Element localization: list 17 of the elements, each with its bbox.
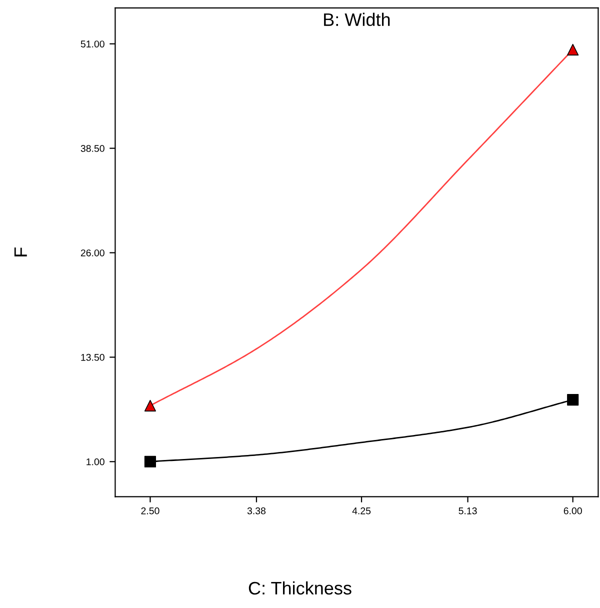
x-axis-title: C: Thickness [248,581,352,595]
y-axis-title: F [14,248,27,256]
y-tick-label: 38.50 [80,145,104,152]
x-tick-label: 4.25 [352,507,371,514]
x-tick-label: 2.50 [141,507,160,514]
x-tick-label: 3.38 [247,507,266,514]
y-tick-label: 51.00 [80,40,104,48]
x-tick-label: 6.00 [564,507,582,514]
point [144,400,156,412]
point [567,44,579,56]
x-tick-label: 5.13 [458,507,477,514]
chart-title: B: Width [324,12,390,26]
y-tick-label: 1.00 [86,458,104,466]
y-tick-label: 26.00 [80,249,104,256]
y-tick-label: 13.50 [81,354,104,361]
point [567,394,579,406]
point [144,456,156,468]
